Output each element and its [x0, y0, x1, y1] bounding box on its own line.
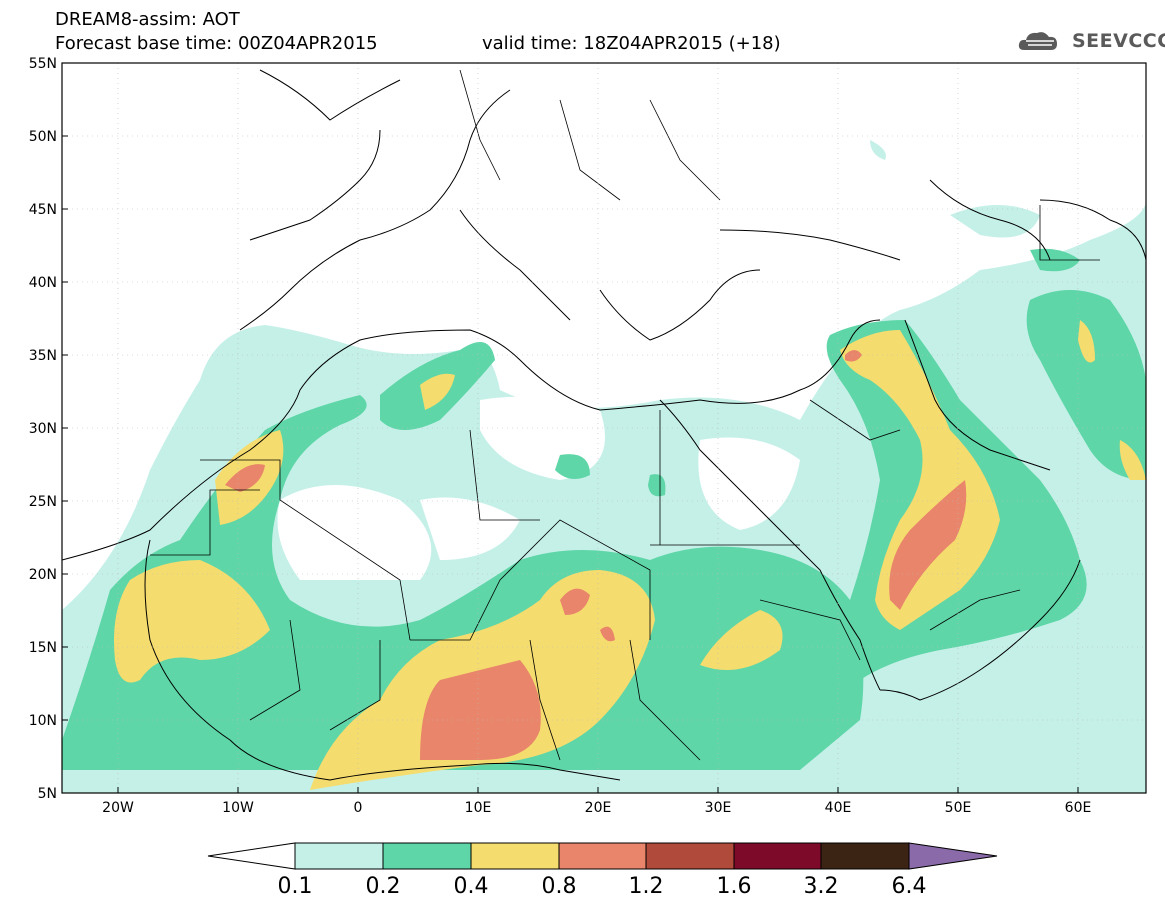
aot-field: [62, 140, 1146, 793]
aot-band-0.4-westafrica: [114, 560, 270, 683]
colorbar-label: 0.1: [278, 874, 313, 899]
lat-tick-label: 40N: [29, 275, 57, 291]
lon-axis-labels: 20W 10W 0 10E 20E 30E 40E 50E 60E: [102, 800, 1091, 816]
lat-tick-label: 5N: [38, 786, 57, 802]
clear-sahara: [277, 485, 432, 580]
lat-tick-label: 25N: [29, 494, 57, 510]
aot-band-0.4-atlas: [420, 373, 455, 410]
aot-band-0.4-east: [1119, 440, 1146, 480]
lat-axis-labels: 55N 50N 45N 40N 35N 30N 25N 20N 15N 10N …: [29, 56, 57, 802]
aot-band-0.2-libya: [555, 454, 590, 479]
lon-tick-label: 0: [354, 800, 363, 816]
aot-band-0.2-egypt: [648, 474, 666, 497]
lat-tick-label: 15N: [29, 640, 57, 656]
lon-tick-label: 60E: [1065, 800, 1092, 816]
colorbar-label: 0.2: [366, 874, 401, 899]
aot-band-0.8-arabia: [889, 480, 967, 610]
chart-title: DREAM8-assim: AOT: [55, 9, 240, 30]
aot-band-0.8-chad: [560, 588, 590, 615]
lat-tick-label: 20N: [29, 567, 57, 583]
colorbar-swatch: [645, 842, 735, 870]
clear-egypt: [698, 437, 800, 530]
valid-time: valid time: 18Z04APR2015 (+18): [482, 33, 781, 54]
lat-tick-label: 10N: [29, 713, 57, 729]
logo-text: SEEVCCC: [1072, 30, 1165, 52]
aot-band-0.1-north: [950, 205, 1040, 238]
colorbar-swatch: [733, 842, 822, 870]
aot-band-0.4-gulf: [840, 330, 1000, 630]
colorbar-swatch: [820, 842, 910, 870]
colorbar-label: 1.2: [629, 874, 664, 899]
forecast-base-time: Forecast base time: 00Z04APR2015: [55, 33, 378, 54]
colorbar-label: 6.4: [892, 874, 927, 899]
lat-tick-label: 55N: [29, 56, 57, 72]
aot-band-0.8-morocco: [225, 464, 265, 492]
lon-tick-label: 20E: [585, 800, 612, 816]
colorbar-swatch: [558, 842, 647, 870]
lon-tick-label: 10W: [222, 800, 254, 816]
colorbar: 0.1 0.2 0.4 0.8 1.2 1.6 3.2 6.4: [207, 842, 998, 899]
lon-tick-label: 30E: [705, 800, 732, 816]
tick-marks: [62, 62, 1079, 793]
lat-tick-label: 50N: [29, 129, 57, 145]
coastlines: [62, 69, 1146, 781]
aot-band-0.2-iran: [1026, 290, 1146, 480]
aot-band-0.1-east: [870, 140, 886, 160]
aot-band-0.4-iran: [1078, 320, 1095, 363]
colorbar-label: 1.6: [717, 874, 752, 899]
colorbar-label: 0.4: [454, 874, 489, 899]
aot-band-0.8-sahel: [420, 660, 541, 760]
lon-tick-label: 20W: [102, 800, 134, 816]
cloud-logo-icon: [1018, 32, 1057, 50]
lat-tick-label: 35N: [29, 348, 57, 364]
colorbar-label: 3.2: [804, 874, 839, 899]
aot-band-0.8-chad2: [600, 626, 615, 642]
lon-tick-label: 40E: [825, 800, 852, 816]
colorbar-label: 0.8: [542, 874, 577, 899]
grid-lines: [62, 63, 1146, 793]
colorbar-swatch: [470, 842, 560, 870]
aot-band-0.8-iraq: [845, 350, 862, 362]
lat-tick-label: 30N: [29, 421, 57, 437]
lat-tick-label: 45N: [29, 202, 57, 218]
lon-tick-label: 10E: [465, 800, 492, 816]
aot-band-0.4-sudan: [700, 610, 783, 670]
lon-tick-label: 50E: [945, 800, 972, 816]
country-borders: [150, 69, 1100, 761]
colorbar-swatch: [294, 842, 384, 870]
colorbar-arrow-low: [207, 842, 296, 870]
colorbar-swatch: [382, 842, 472, 870]
clear-sahel: [420, 497, 520, 560]
colorbar-arrow-high: [908, 842, 998, 870]
